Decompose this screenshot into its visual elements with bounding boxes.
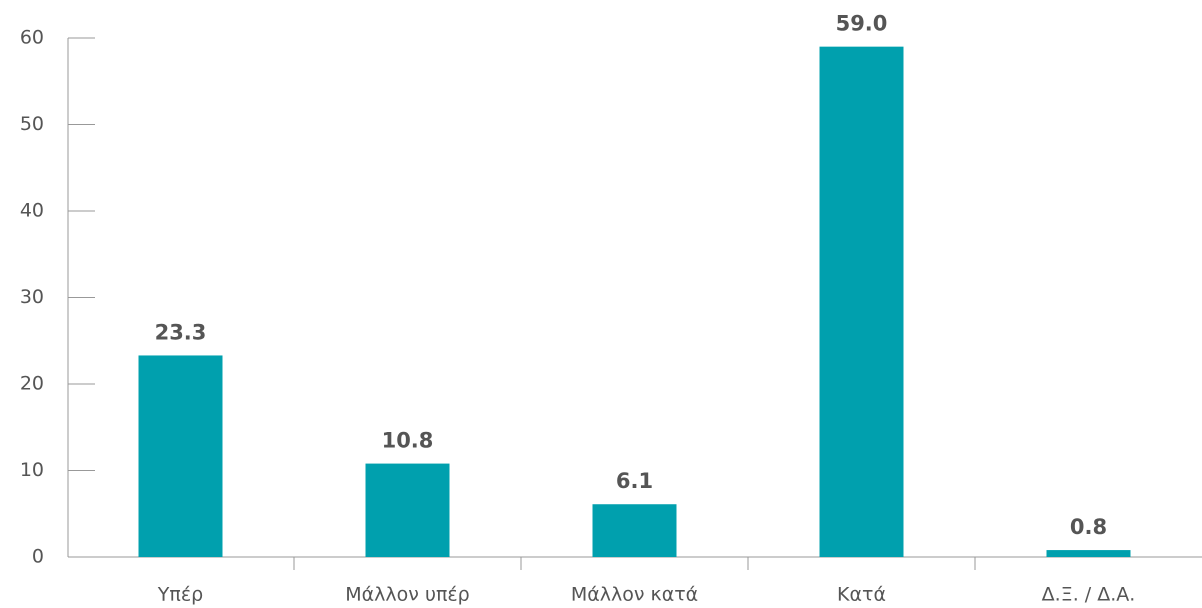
- x-tick-label: Δ.Ξ. / Δ.Α.: [1042, 584, 1136, 606]
- y-tick-label: 40: [20, 200, 44, 222]
- y-tick-label: 30: [20, 286, 44, 308]
- x-tick-label: Υπέρ: [157, 584, 203, 606]
- bar: [138, 355, 223, 557]
- bar: [365, 463, 450, 557]
- y-tick-label: 0: [32, 546, 44, 568]
- value-label: 6.1: [616, 469, 653, 493]
- value-label: 59.0: [836, 12, 888, 36]
- y-tick-label: 20: [20, 373, 44, 395]
- x-tick-label: Μάλλον υπέρ: [345, 584, 469, 606]
- y-tick-label: 10: [20, 459, 44, 481]
- bar: [592, 504, 677, 557]
- value-label: 23.3: [155, 320, 207, 344]
- bar: [1046, 550, 1131, 557]
- x-tick-label: Κατά: [837, 584, 886, 606]
- value-label: 10.8: [382, 429, 434, 453]
- y-tick-label: 60: [20, 27, 44, 49]
- y-tick-label: 50: [20, 113, 44, 135]
- value-label: 0.8: [1070, 515, 1107, 539]
- bar: [819, 46, 904, 558]
- x-tick-label: Μάλλον κατά: [571, 584, 698, 606]
